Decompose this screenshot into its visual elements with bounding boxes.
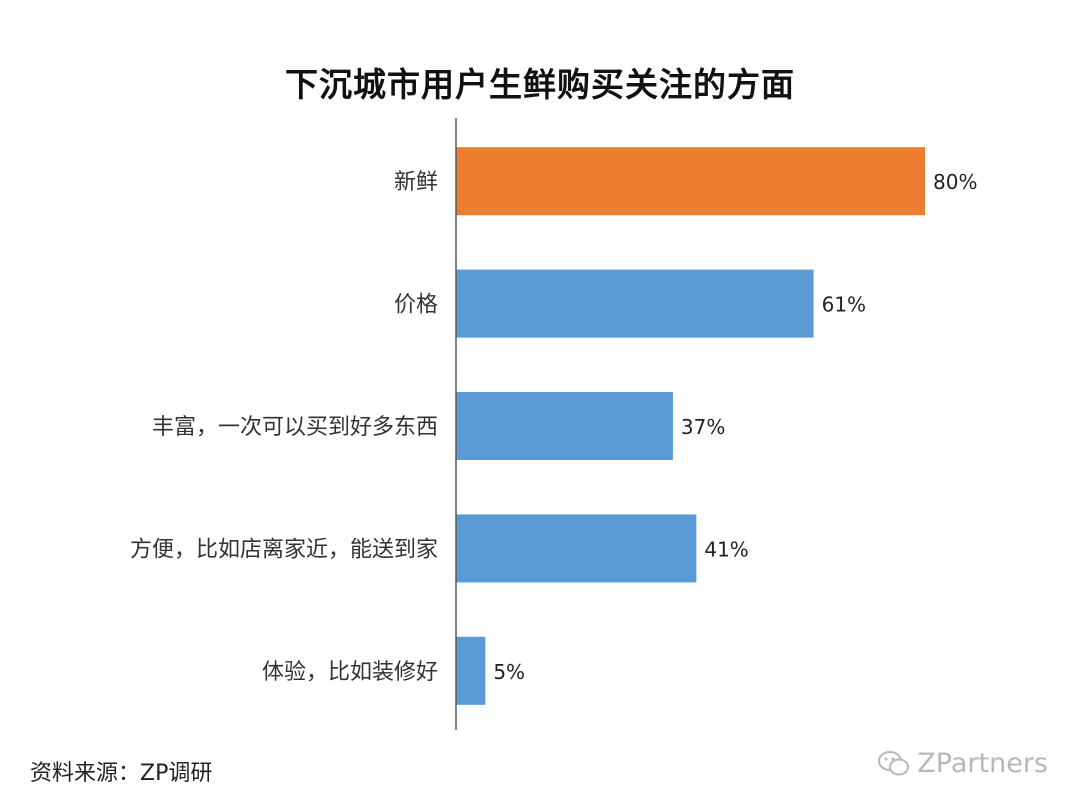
wechat-icon [878, 750, 910, 775]
bar-1 [456, 269, 814, 338]
value-label-2: 37% [681, 415, 725, 439]
bar-2 [456, 392, 673, 460]
chart-title: 下沉城市用户生鲜购买关注的方面 [285, 65, 795, 104]
watermark-text: ZPartners [917, 748, 1048, 779]
value-label-4: 5% [493, 660, 525, 684]
watermark: ZPartners [877, 748, 1048, 779]
value-label-0: 80% [933, 170, 977, 194]
source-note: 资料来源：ZP调研 [30, 761, 213, 786]
category-label-3: 方便，比如店离家近，能送到家 [130, 537, 438, 562]
category-label-0: 新鲜 [394, 170, 438, 195]
bar-4 [456, 636, 486, 705]
bar-3 [456, 514, 697, 583]
value-label-1: 61% [822, 293, 866, 317]
category-label-2: 丰富，一次可以买到好多东西 [152, 415, 438, 440]
bar-0 [456, 147, 925, 216]
value-label-3: 41% [704, 537, 748, 561]
category-label-1: 价格 [394, 293, 438, 318]
category-label-4: 体验，比如装修好 [262, 660, 438, 685]
